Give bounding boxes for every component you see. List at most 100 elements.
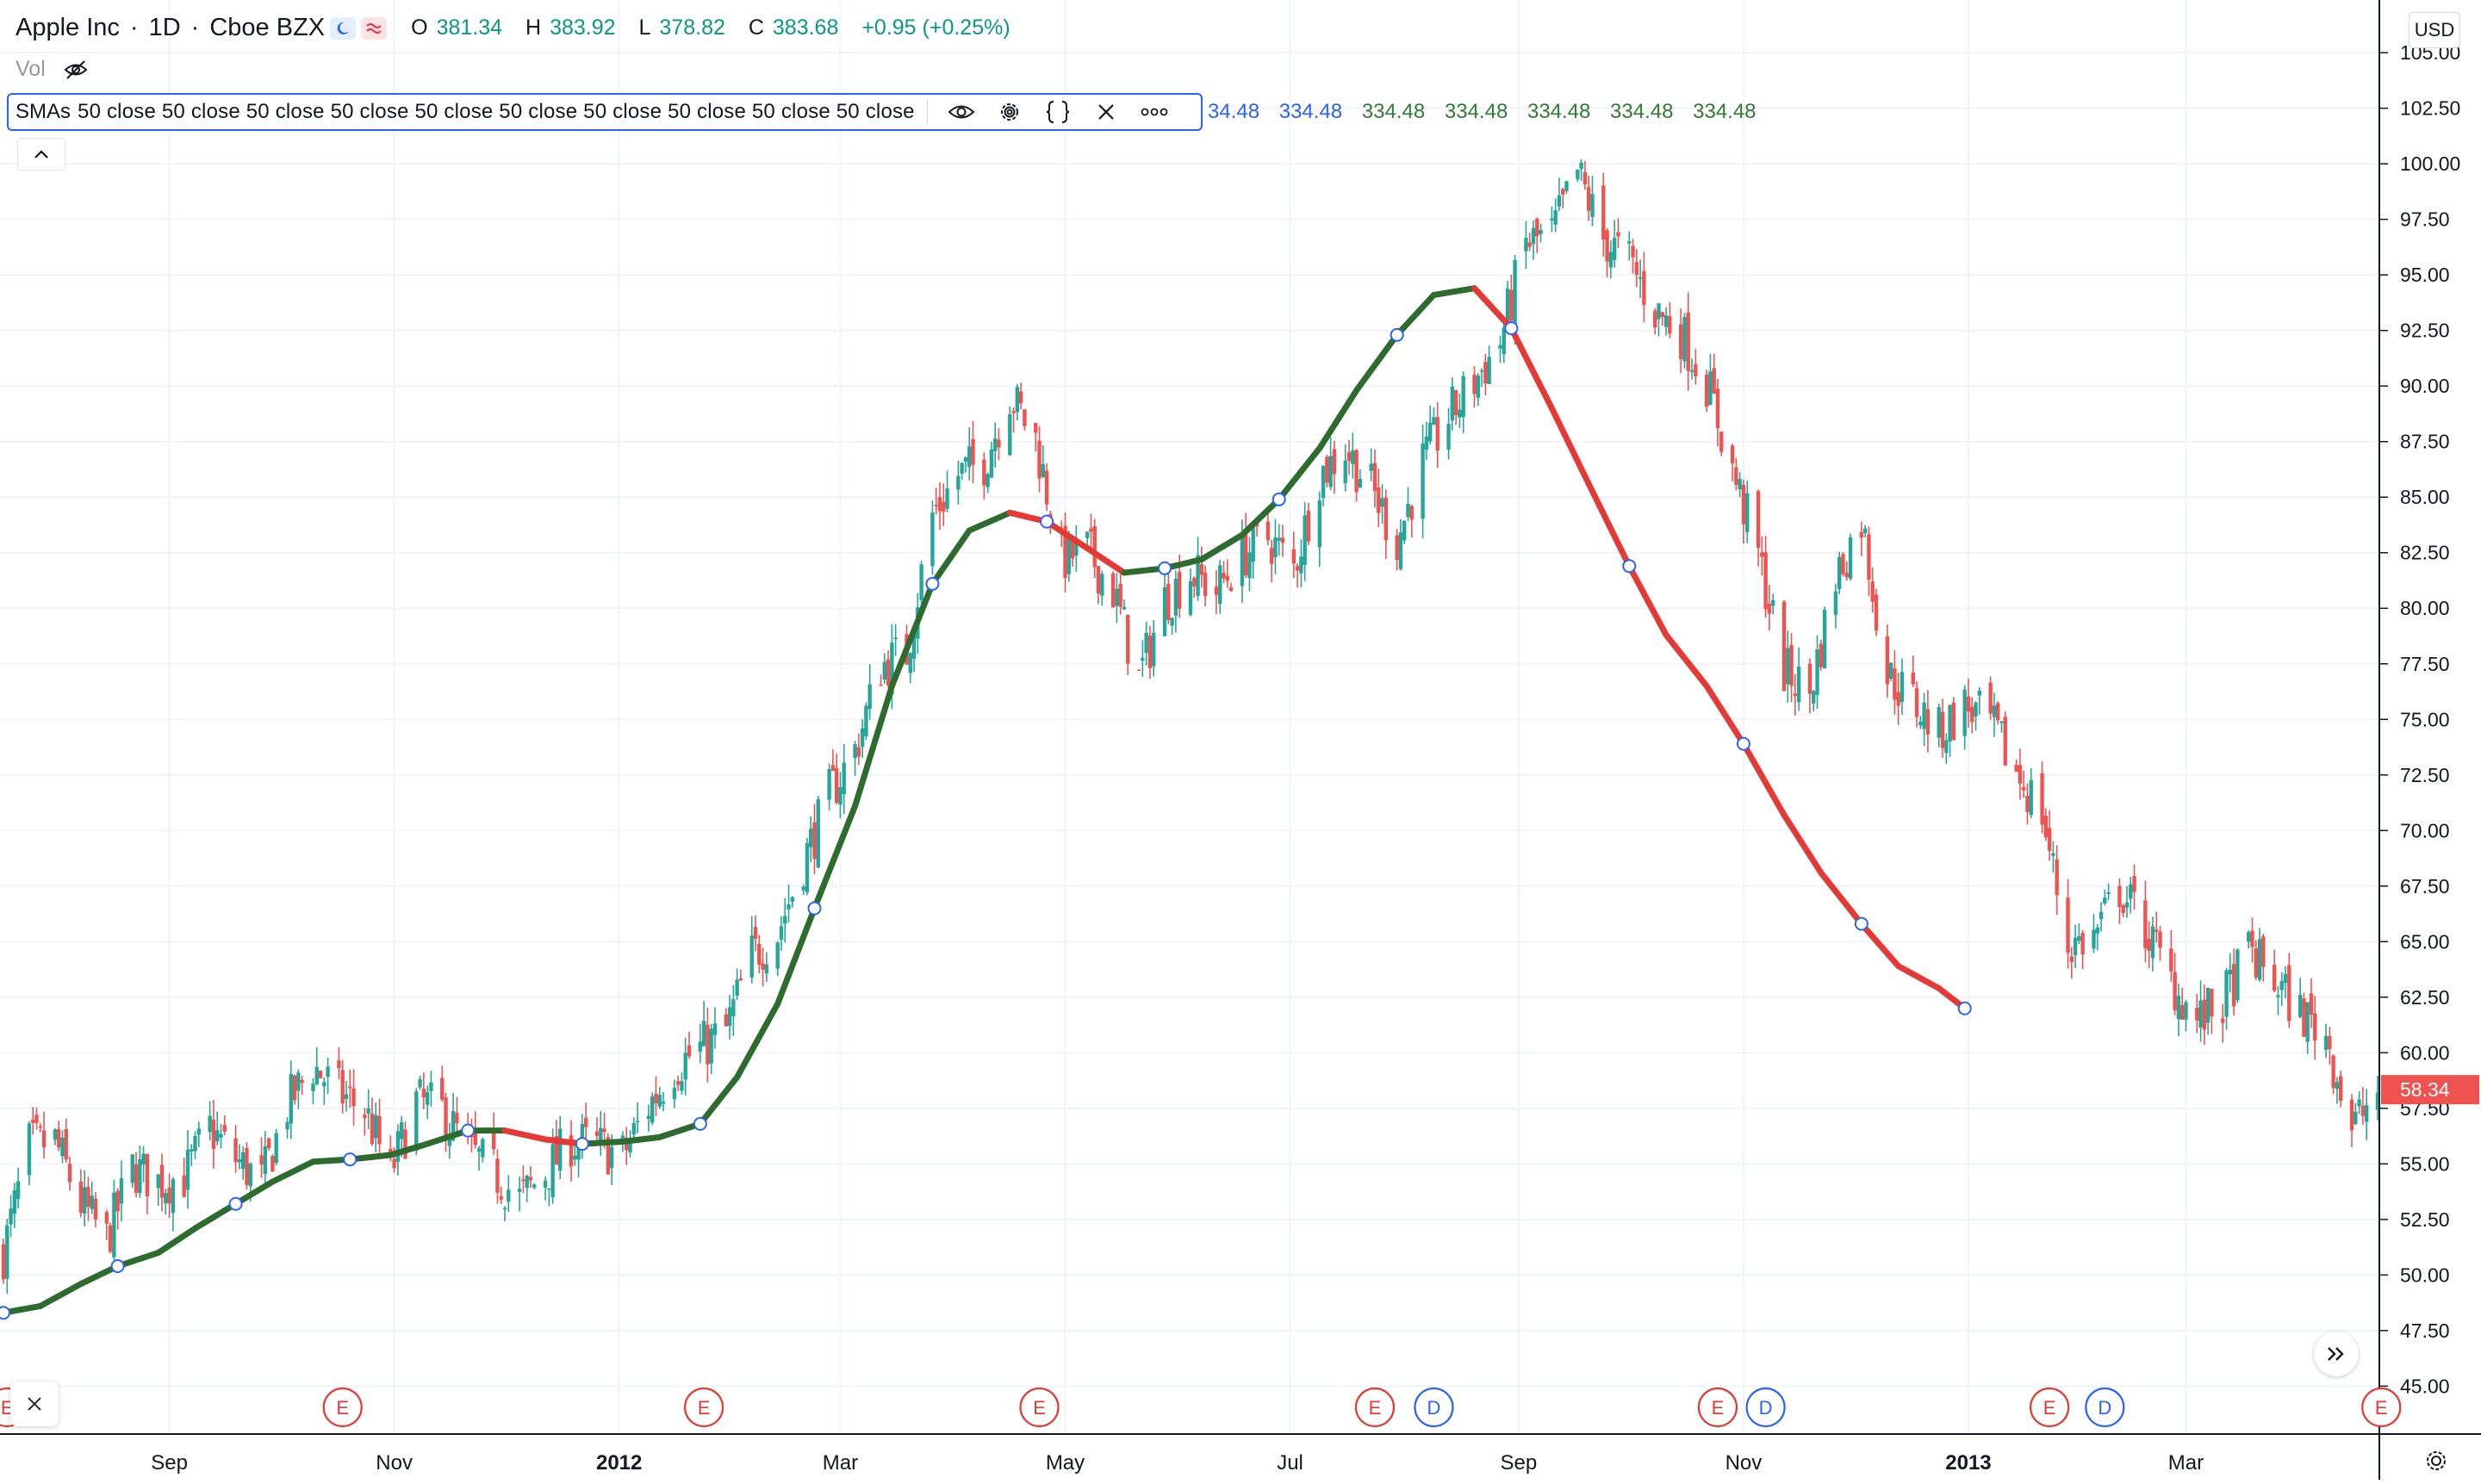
hidden-eye-icon[interactable] xyxy=(63,59,89,81)
candle-body xyxy=(801,886,805,891)
candle-body xyxy=(550,1144,555,1198)
candle-body xyxy=(2051,853,2055,856)
event-marker xyxy=(1354,1387,1396,1428)
candle-body xyxy=(706,1024,710,1065)
candle-body xyxy=(727,1007,732,1027)
candle-body xyxy=(960,463,964,475)
price-axis[interactable]: 105.00102.50100.0097.5095.0092.5090.0087… xyxy=(2378,0,2479,1480)
candle-body xyxy=(1421,443,1425,519)
candle-body xyxy=(2043,815,2049,838)
candle-body xyxy=(1734,467,1738,485)
candle-body xyxy=(1741,485,1746,525)
price-tick-label: 92.50 xyxy=(2400,320,2450,342)
open-label: O xyxy=(411,16,428,40)
close-icon[interactable] xyxy=(1091,97,1121,127)
candle-body xyxy=(2069,956,2074,962)
chart-settings-button[interactable] xyxy=(2419,1444,2453,1478)
sma-segment xyxy=(1781,811,1825,876)
candle-body xyxy=(834,768,839,804)
candle-body xyxy=(1660,312,1664,318)
low-label: L xyxy=(638,16,651,40)
candle-body xyxy=(1277,537,1281,541)
candle-body xyxy=(16,1181,21,1200)
candle-body xyxy=(1096,566,1101,594)
candle-body xyxy=(602,1128,606,1133)
sma-segment xyxy=(656,1121,704,1140)
candle-body xyxy=(934,505,938,507)
candle-body xyxy=(1638,277,1643,279)
price-tick-label: 87.50 xyxy=(2400,431,2450,453)
candle-body xyxy=(1358,479,1363,488)
candle-body xyxy=(2287,965,2291,1021)
candle-body xyxy=(594,1131,600,1136)
candle-body xyxy=(1015,387,1020,413)
candles xyxy=(1,159,2380,1295)
currency-button[interactable]: USD xyxy=(2409,12,2460,48)
candle-body xyxy=(1616,232,1620,237)
volume-legend[interactable]: Vol xyxy=(16,57,89,82)
indicator-params[interactable]: 50 close 50 close 50 close 50 close 50 c… xyxy=(78,100,915,123)
candle-body xyxy=(473,1128,477,1146)
close-button[interactable] xyxy=(10,1382,59,1426)
candle-body xyxy=(628,1139,632,1153)
candle-body xyxy=(2305,1002,2310,1042)
candle-body xyxy=(259,1155,264,1164)
candle-body xyxy=(2276,995,2280,997)
symbol-name[interactable]: Apple Inc xyxy=(16,14,120,41)
time-tick-label: Jul xyxy=(1277,1451,1303,1475)
candle-body xyxy=(1406,503,1410,518)
price-tick-label: 55.00 xyxy=(2400,1152,2450,1175)
candle-body xyxy=(425,1091,430,1105)
candle-body xyxy=(827,769,831,800)
scroll-to-realtime-button[interactable] xyxy=(2314,1332,2359,1376)
volume-label[interactable]: Vol xyxy=(16,57,46,81)
candle-body xyxy=(469,1135,474,1138)
candle-body xyxy=(1948,705,1952,742)
indicator-name[interactable]: SMAs xyxy=(16,100,72,123)
candle-body xyxy=(1369,463,1373,471)
data-delay-icon[interactable] xyxy=(361,16,388,40)
candle-body xyxy=(1612,238,1617,260)
candle-body xyxy=(233,1138,238,1163)
ohlc-values: O 381.34 H 383.92 L 378.82 C 383.68 +0.95 (+… xyxy=(411,16,1019,40)
candle-body xyxy=(1192,578,1197,587)
candle-body xyxy=(444,1097,448,1141)
candle-body xyxy=(790,897,795,902)
sma-segment xyxy=(387,1140,431,1158)
time-axis[interactable]: Sep Nov 2012 Mar May Jul Sep Nov 2013 Mar xyxy=(0,1433,2481,1475)
candle-body xyxy=(992,438,998,451)
price-tick-label: 75.00 xyxy=(2400,708,2450,730)
candle-body xyxy=(274,1133,278,1164)
gear-icon[interactable] xyxy=(995,97,1024,127)
candle-body xyxy=(805,843,810,893)
sma-indicator-legend[interactable]: SMAs 50 close 50 close 50 close 50 close… xyxy=(7,93,1203,131)
candle-body xyxy=(82,1187,87,1214)
candle-body xyxy=(1203,572,1208,596)
sma-values: 34.48 334.48 334.48 334.48 334.48 334.48… xyxy=(1208,100,1770,124)
double-chevron-right-icon xyxy=(2328,1347,2344,1361)
collapse-legend-button[interactable] xyxy=(17,138,65,171)
candle-body xyxy=(1023,409,1027,426)
candle-body xyxy=(1896,692,1900,706)
candle-body xyxy=(1384,497,1389,541)
eye-icon[interactable] xyxy=(947,97,976,127)
candle-body xyxy=(1590,194,1595,218)
candle-body xyxy=(1524,237,1528,251)
symbol-legend[interactable]: Apple Inc · 1D · Cboe BZX O 381.34 H 383.9… xyxy=(16,14,1019,42)
more-icon[interactable] xyxy=(1140,97,1169,127)
sma-segment xyxy=(155,1225,199,1257)
candle-body xyxy=(1822,610,1827,668)
sma-segment xyxy=(1394,291,1437,338)
interval[interactable]: 1D xyxy=(148,14,181,41)
candle-body xyxy=(2357,1099,2361,1107)
candle-body xyxy=(779,926,784,941)
close-label: C xyxy=(748,16,764,40)
candle-body xyxy=(860,728,865,748)
candle-body xyxy=(1608,251,1614,268)
candle-body xyxy=(1166,583,1171,620)
braces-icon[interactable] xyxy=(1043,97,1073,127)
market-status-icon[interactable] xyxy=(330,16,357,40)
candle-body xyxy=(864,705,868,736)
